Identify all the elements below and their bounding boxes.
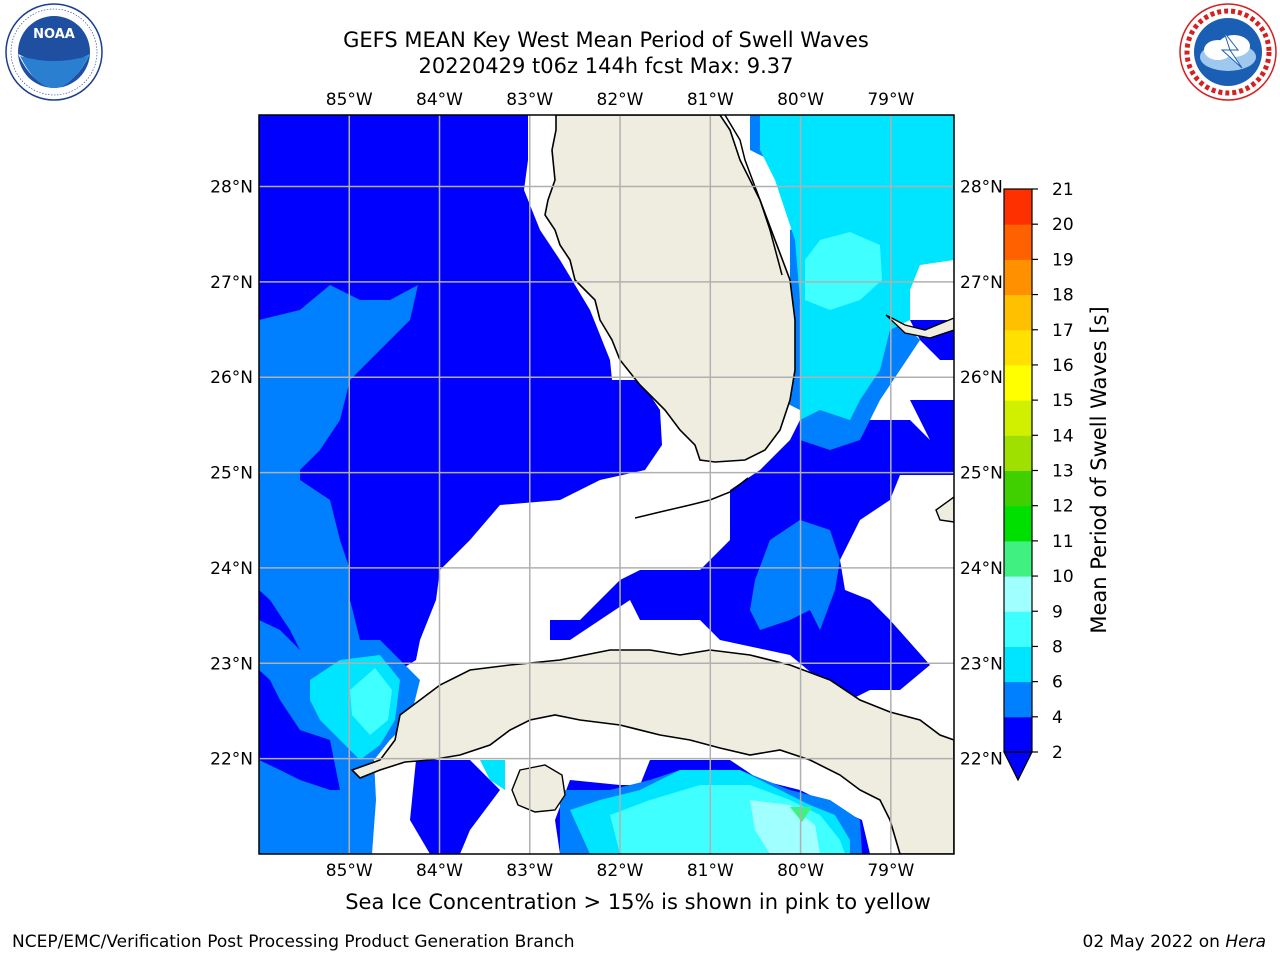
contour-2-4-straits	[550, 410, 954, 700]
colorbar-tick-label: 19	[1052, 250, 1074, 270]
land-florida	[544, 115, 796, 463]
lon-tick-label: 83°W	[506, 861, 553, 881]
noaa-logo-text: NOAA	[33, 27, 75, 42]
coast-florida-keys	[634, 477, 749, 519]
colorbar-segment	[1004, 646, 1032, 683]
nws-logo	[1179, 3, 1277, 101]
colorbar-tick-label: 14	[1052, 426, 1074, 446]
lon-labels-bottom: 85°W 84°W 83°W 82°W 81°W 80°W 79°W	[326, 861, 915, 881]
colorbar-segment	[1004, 435, 1032, 471]
lon-tick-label: 80°W	[777, 90, 824, 110]
lat-tick-label: 23°N	[210, 654, 253, 674]
contour-2-4-caribbean	[410, 760, 500, 854]
lon-tick-label: 81°W	[687, 90, 734, 110]
map-frame	[258, 114, 955, 855]
colorbar-tick-label: 15	[1052, 391, 1074, 411]
footer-date-text: 02 May 2022 on	[1082, 932, 1220, 952]
contour-6-8-caribbean-b	[480, 760, 505, 790]
lat-tick-label: 22°N	[960, 750, 1003, 770]
lat-tick-label: 26°N	[210, 368, 253, 388]
colorbar-tick-label: 21	[1052, 180, 1074, 200]
lat-tick-label: 24°N	[210, 559, 253, 579]
colorbar-segment	[1004, 329, 1032, 366]
colorbar-extend-under	[1003, 751, 1033, 782]
footer-host: Hera	[1225, 932, 1266, 952]
land-grand-bahama	[885, 314, 954, 339]
colorbar-tick-label: 2	[1052, 743, 1063, 763]
contour-4-6-straits	[750, 520, 840, 630]
colorbar-segment	[1004, 224, 1032, 260]
map-plot-area	[259, 115, 954, 854]
map-gridlines	[259, 115, 954, 854]
lon-tick-label: 84°W	[416, 90, 463, 110]
colorbar-tick-label: 13	[1052, 462, 1074, 482]
lon-tick-label: 82°W	[597, 90, 644, 110]
footer-date: 02 May 2022 on Hera	[1083, 932, 1267, 952]
colorbar-segment	[1004, 540, 1032, 577]
contour-9-10-caribbean	[750, 800, 820, 854]
land-isla-juventud	[511, 764, 566, 813]
chart-subtitle: 20220429 t06z 144h fcst Max: 9.37	[418, 54, 794, 78]
colorbar-segment	[1004, 470, 1032, 507]
contour-8-9-yucatan	[350, 668, 392, 735]
colorbar-tick-label: 18	[1052, 286, 1074, 306]
colorbar-segment	[1004, 716, 1032, 753]
colorbar-segment	[1004, 400, 1032, 436]
lat-tick-label: 27°N	[210, 273, 253, 293]
colorbar-tick-label: 11	[1052, 532, 1074, 552]
lon-tick-label: 83°W	[506, 90, 553, 110]
lat-tick-label: 25°N	[960, 464, 1003, 484]
colorbar-label: Mean Period of Swell Waves [s]	[1087, 306, 1111, 633]
coast-florida-east	[724, 115, 783, 276]
colorbar: 2 4 6 8 9 10 11 12 13 14 15 16 17 18 19 20 21	[1003, 180, 1074, 782]
contour-2-4-atlantic-ne	[910, 400, 954, 450]
lat-labels-right: 28°N 27°N 26°N 25°N 24°N 23°N 22°N	[960, 178, 1003, 770]
colorbar-tick-label: 12	[1052, 497, 1074, 517]
contour-8-9-atlantic	[805, 232, 882, 310]
noaa-logo: NOAA	[5, 3, 103, 101]
lat-tick-label: 28°N	[960, 178, 1003, 198]
colorbar-tick-label: 9	[1052, 602, 1063, 622]
colorbar-segment	[1004, 681, 1032, 718]
colorbar-tick-label: 10	[1052, 567, 1074, 587]
lon-tick-label: 79°W	[867, 90, 914, 110]
colorbar-tick-label: 16	[1052, 356, 1074, 376]
colorbar-tick-label: 17	[1052, 321, 1074, 341]
lat-tick-label: 25°N	[210, 464, 253, 484]
contour-4-6-west-b	[259, 345, 280, 365]
lon-tick-label: 79°W	[867, 861, 914, 881]
colorbar-tick-label: 8	[1052, 637, 1063, 657]
lon-tick-label: 84°W	[416, 861, 463, 881]
lat-labels-left: 28°N 27°N 26°N 25°N 24°N 23°N 22°N	[210, 178, 253, 770]
lon-labels-top: 85°W 84°W 83°W 82°W 81°W 80°W 79°W	[326, 90, 915, 110]
colorbar-segment	[1004, 259, 1032, 296]
lon-tick-label: 81°W	[687, 861, 734, 881]
colorbar-segment	[1004, 505, 1032, 542]
colorbar-segment	[1004, 294, 1032, 331]
lat-tick-label: 27°N	[960, 273, 1003, 293]
lat-tick-label: 26°N	[960, 368, 1003, 388]
lat-tick-label: 24°N	[960, 559, 1003, 579]
colorbar-segment	[1004, 611, 1032, 647]
lon-tick-label: 85°W	[326, 861, 373, 881]
lon-tick-label: 85°W	[326, 90, 373, 110]
lon-tick-label: 82°W	[597, 861, 644, 881]
colorbar-segment	[1004, 364, 1032, 401]
colorbar-tick-label: 6	[1052, 673, 1063, 693]
lat-tick-label: 22°N	[210, 750, 253, 770]
colorbar-tick-label: 4	[1052, 708, 1063, 728]
chart-title: GEFS MEAN Key West Mean Period of Swell …	[343, 28, 869, 52]
footer-credit: NCEP/EMC/Verification Post Processing Pr…	[12, 932, 575, 952]
sea-ice-note: Sea Ice Concentration > 15% is shown in …	[345, 890, 931, 914]
lon-tick-label: 80°W	[777, 861, 824, 881]
lat-tick-label: 23°N	[960, 654, 1003, 674]
colorbar-tick-label: 20	[1052, 215, 1074, 235]
colorbar-segment	[1004, 189, 1032, 225]
colorbar-segment	[1004, 576, 1032, 612]
land-bahamas-andros	[935, 496, 954, 523]
lat-tick-label: 28°N	[210, 178, 253, 198]
